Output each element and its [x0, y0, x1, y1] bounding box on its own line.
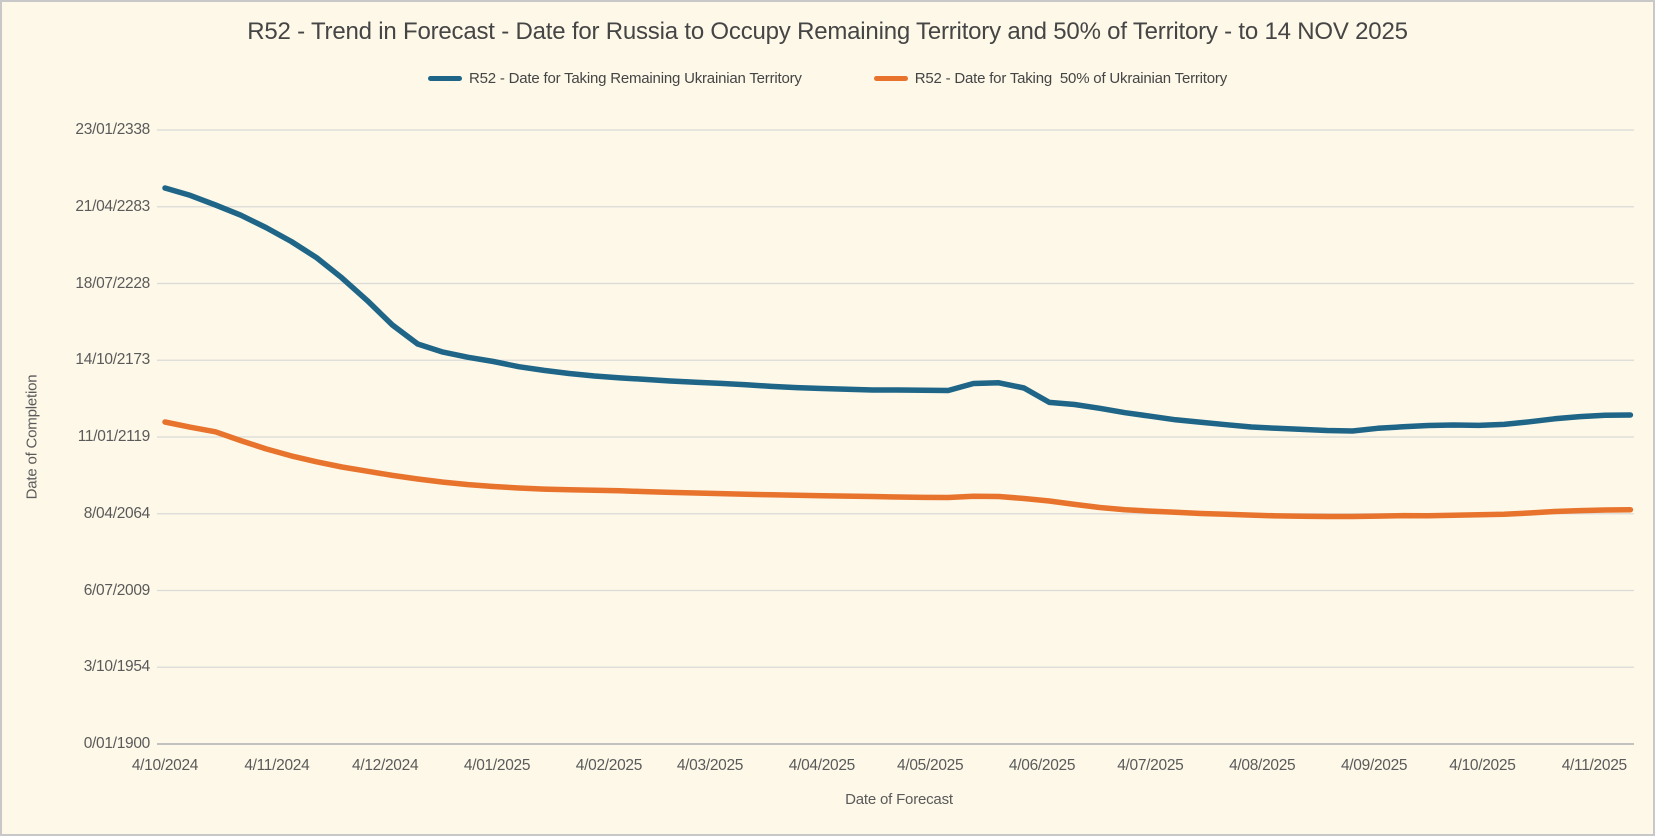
legend-item-remaining-territory: R52 - Date for Taking Remaining Ukrainia…: [427, 70, 802, 87]
x-tick-label: 4/11/2025: [1561, 757, 1627, 774]
y-tick-label: 14/10/2173: [75, 351, 150, 369]
x-tick-label: 4/03/2025: [676, 757, 744, 774]
y-tick-label: 0/01/1900: [83, 735, 151, 752]
y-tick-label: 6/07/2009: [83, 581, 151, 599]
x-tick-label: 4/09/2025: [1340, 757, 1408, 774]
series-line-1: [162, 419, 1634, 520]
y-tick-label: 8/04/2064: [83, 504, 151, 522]
chart-title: R52 - Trend in Forecast - Date for Russi…: [247, 18, 1408, 45]
x-tick-label: 4/07/2025: [1117, 757, 1184, 774]
x-tick-label: 4/11/2024: [244, 757, 310, 774]
legend-swatch-remaining-territory: [427, 76, 462, 81]
legend-item-50pct-territory: R52 - Date for Taking 50% of Ukrainian T…: [873, 70, 1228, 87]
series-line-0: [162, 185, 1634, 434]
legend-label-remaining-territory: R52 - Date for Taking Remaining Ukrainia…: [468, 70, 802, 87]
legend: R52 - Date for Taking Remaining Ukrainia…: [2, 70, 1653, 87]
x-tick-label: 4/10/2025: [1449, 757, 1516, 774]
legend-swatch-50pct-territory: [873, 76, 908, 81]
x-tick-label: 4/08/2025: [1229, 757, 1296, 774]
y-tick-label: 18/07/2228: [75, 274, 150, 292]
x-tick-label: 4/12/2024: [352, 757, 419, 774]
x-tick-label: 4/10/2024: [131, 757, 199, 774]
x-tick-label: 4/04/2025: [788, 757, 856, 774]
x-tick-label: 4/05/2025: [897, 757, 964, 774]
y-tick-label: 3/10/1954: [83, 658, 151, 676]
y-tick-label: 21/04/2283: [75, 197, 150, 215]
y-tick-label: 23/01/2338: [75, 121, 150, 138]
x-tick-label: 4/02/2025: [575, 757, 643, 774]
x-tick-label: 4/01/2025: [463, 757, 531, 774]
y-tick-label: 11/01/2119: [77, 428, 151, 445]
legend-label-50pct-territory: R52 - Date for Taking 50% of Ukrainian T…: [914, 70, 1228, 87]
x-tick-label: 4/06/2025: [1008, 757, 1076, 774]
x-axis-title: Date of Forecast: [845, 791, 953, 808]
